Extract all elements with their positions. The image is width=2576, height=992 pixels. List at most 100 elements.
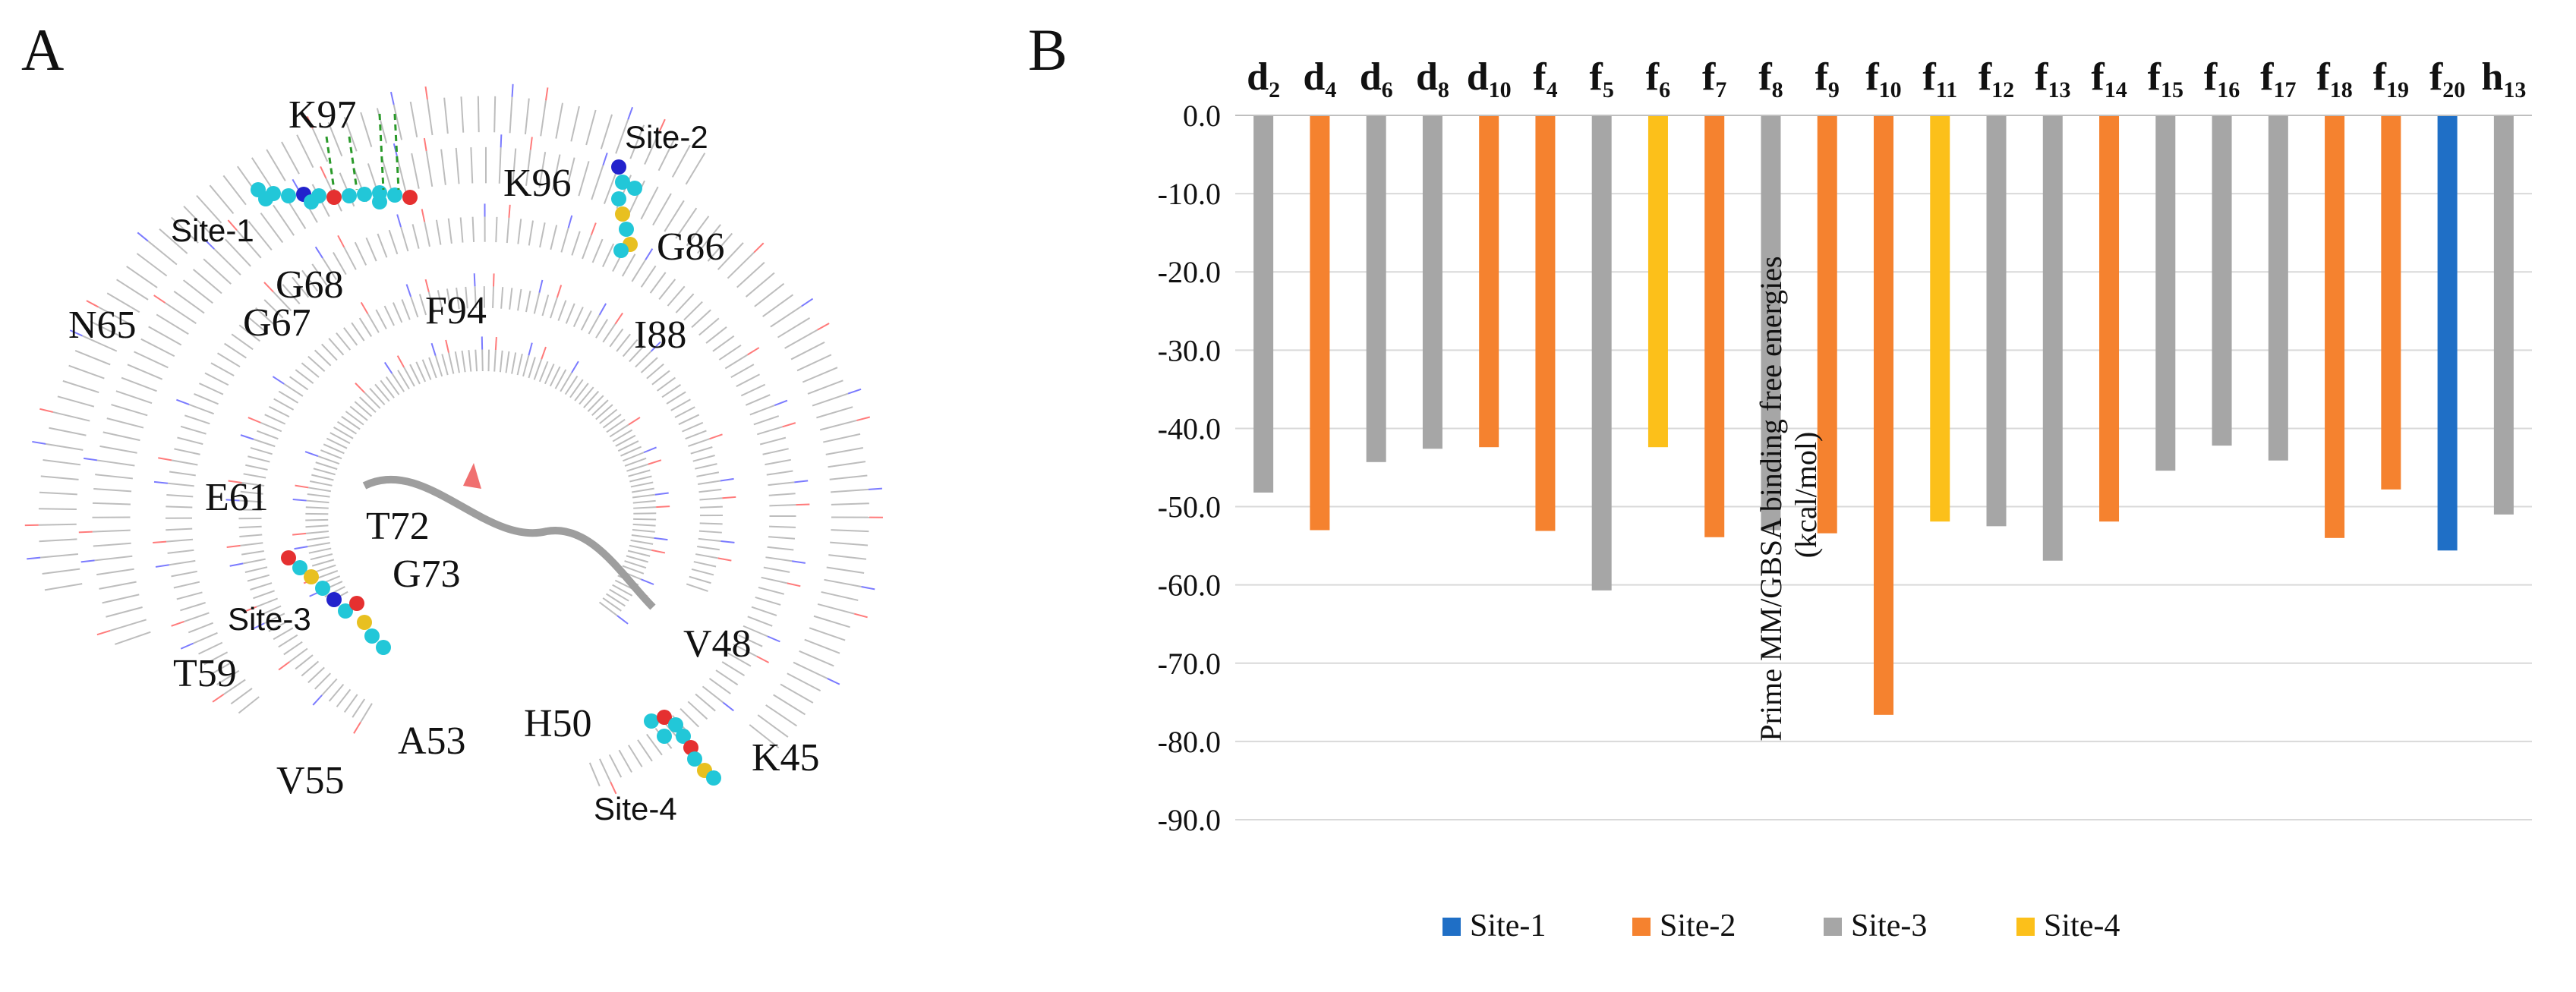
y-tick-label: -70.0	[1158, 647, 1221, 681]
residue-label: F94	[425, 289, 487, 332]
bar	[2268, 115, 2288, 461]
category-label: f19	[2373, 55, 2409, 102]
category-label: f16	[2204, 55, 2240, 102]
category-label: f17	[2260, 55, 2296, 102]
site-label: Site-3	[228, 601, 311, 637]
bar	[1479, 115, 1499, 448]
legend-swatch	[1824, 918, 1842, 936]
legend-swatch	[2016, 918, 2035, 936]
y-tick-label: -80.0	[1158, 725, 1221, 759]
bar	[1535, 115, 1556, 531]
bar	[1704, 115, 1725, 537]
y-tick-labels: 0.0 -10.0 -20.0 -30.0 -40.0 -50.0 -60.0 -70.0 -8…	[1158, 99, 1221, 837]
residue-label: G86	[657, 225, 725, 269]
y-tick-label: -20.0	[1158, 255, 1221, 289]
y-axis-label-line2: (kcal/mol)	[1789, 432, 1823, 559]
bar	[1986, 115, 2007, 527]
y-tick-label: 0.0	[1183, 99, 1221, 133]
residue-label: V48	[683, 622, 752, 666]
bar	[2437, 115, 2458, 551]
chart-legend: Site-1 Site-2 Site-3 Site-4	[1442, 909, 2120, 943]
bar	[1253, 115, 1274, 493]
residue-label: G68	[276, 263, 344, 307]
bar	[2099, 115, 2120, 522]
bar	[2325, 115, 2345, 538]
bar	[1591, 115, 1612, 590]
panel-b-chart: B 0.0 -10.0 -20.0 -30.0 -40.0 -50.0 -60.0 -70.0…	[1028, 17, 2532, 943]
panel-a-label: A	[21, 17, 64, 83]
residue-label: E61	[205, 476, 269, 519]
bar	[2042, 115, 2063, 561]
fibril-ribbons	[24, 83, 883, 795]
site-labels: Site-1 Site-2 Site-3 Site-4	[171, 119, 708, 827]
category-label: f20	[2429, 55, 2465, 102]
category-label: f18	[2316, 55, 2352, 102]
residue-label: V55	[276, 759, 345, 802]
bar	[1874, 115, 1893, 715]
residue-label: T72	[366, 505, 430, 548]
category-label: f12	[1979, 55, 2014, 102]
bar	[1422, 115, 1442, 449]
bar	[1930, 115, 1950, 522]
category-label: f6	[1646, 55, 1670, 102]
bar	[2381, 115, 2401, 490]
residue-label: A53	[398, 720, 466, 763]
ligand-spheres	[251, 113, 721, 786]
site-label: Site-2	[625, 119, 708, 155]
category-labels: d2 d4 d6 d8 d10 f4 f5 f6 f7 f8 f9 f10 f11 f12 f13 f14 f1…	[1247, 55, 2526, 102]
legend-label: Site-2	[1660, 909, 1736, 943]
legend-label: Site-1	[1470, 909, 1546, 943]
y-axis-label-line1: Prime MM/GBSA binding free energies	[1754, 256, 1788, 741]
site-label: Site-4	[594, 791, 677, 827]
legend-label: Site-3	[1851, 909, 1927, 943]
residue-label: G73	[393, 553, 461, 596]
residue-label: I88	[634, 313, 686, 357]
y-tick-label: -10.0	[1158, 177, 1221, 211]
category-label: d2	[1247, 55, 1280, 102]
bar	[2493, 115, 2514, 515]
category-label: h13	[2481, 55, 2526, 102]
category-label: d6	[1360, 55, 1393, 102]
category-label: f9	[1815, 55, 1840, 102]
y-tick-label: -40.0	[1158, 411, 1221, 446]
bar	[1310, 115, 1330, 531]
residue-label: N65	[68, 304, 137, 347]
residue-label: K96	[503, 162, 572, 205]
bar	[1761, 115, 1781, 531]
residue-label: H50	[524, 702, 592, 745]
residue-label: T59	[173, 652, 237, 695]
y-axis-label: Prime MM/GBSA binding free energies (kca…	[1754, 248, 1823, 741]
category-label: d10	[1467, 55, 1512, 102]
bar	[1366, 115, 1386, 462]
panel-b-label: B	[1028, 17, 1067, 83]
bar	[2155, 115, 2176, 471]
category-label: f5	[1590, 55, 1614, 102]
y-tick-label: -60.0	[1158, 568, 1221, 603]
site-label: Site-1	[171, 213, 254, 248]
category-label: f7	[1702, 55, 1726, 102]
category-label: f15	[2148, 55, 2183, 102]
residue-label: G67	[243, 301, 311, 345]
residue-label: K45	[752, 736, 820, 779]
legend-label: Site-4	[2044, 909, 2120, 943]
panel-a-structure: A K97 K96 G86 G68 N65 G67 F94 I88 E61 T72 G73 V48 T5…	[21, 17, 883, 827]
y-tick-label: -50.0	[1158, 490, 1221, 524]
category-label: f11	[1922, 55, 1957, 102]
bar	[2212, 115, 2232, 446]
residue-label: K97	[288, 93, 357, 137]
legend-swatch	[1632, 918, 1651, 936]
residue-labels: K97 K96 G86 G68 N65 G67 F94 I88 E61 T72 G73 V48 T59 H…	[68, 93, 820, 802]
category-label: f4	[1533, 55, 1557, 102]
category-label: d8	[1416, 55, 1449, 102]
category-label: f10	[1865, 55, 1901, 102]
legend-swatch	[1442, 918, 1461, 936]
category-label: f8	[1758, 55, 1783, 102]
y-tick-label: -90.0	[1158, 803, 1221, 837]
category-label: d4	[1303, 55, 1336, 102]
chart-bars	[1253, 115, 2514, 715]
category-label: f14	[2091, 55, 2127, 102]
category-label: f13	[2035, 55, 2070, 102]
bar	[1817, 115, 1837, 534]
y-tick-label: -30.0	[1158, 333, 1221, 367]
bar	[1647, 115, 1668, 448]
